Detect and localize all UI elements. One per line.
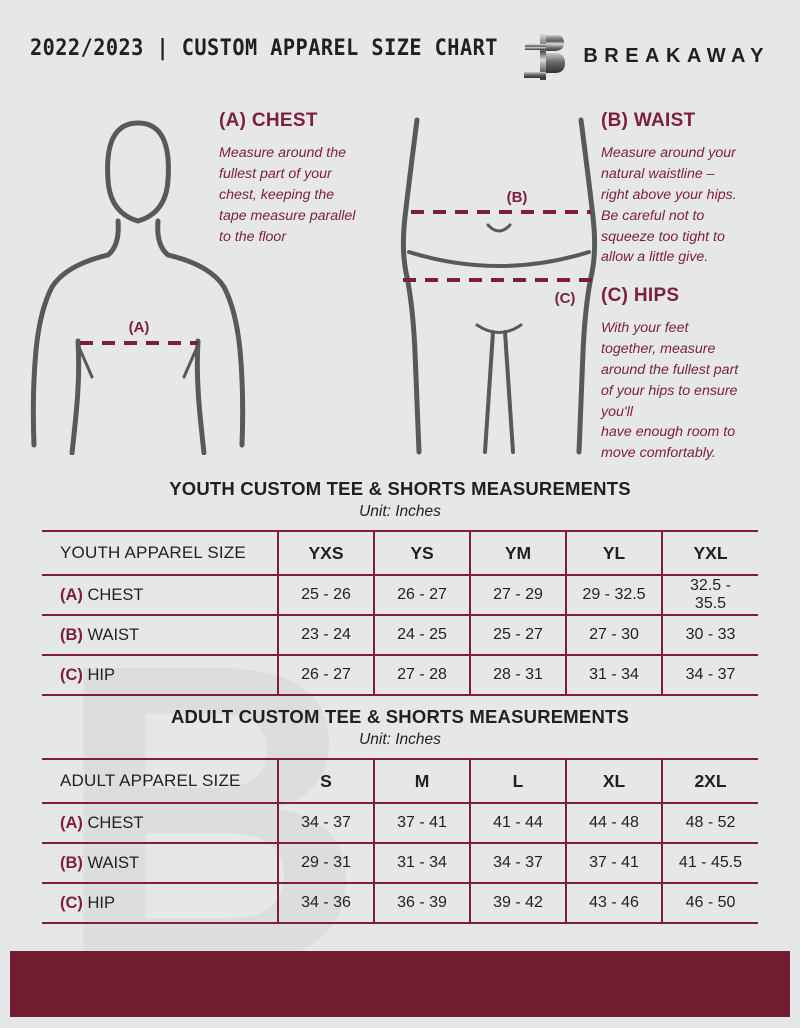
waist-marker-label: (B) (507, 189, 528, 206)
table-row: (C) HIP 34 - 36 36 - 39 39 - 42 43 - 46 … (42, 882, 758, 924)
chest-marker-label: (A) (129, 319, 150, 336)
adult-row-label-waist: (B) WAIST (42, 842, 279, 884)
cell: 31 - 34 (374, 842, 471, 884)
youth-section-unit: Unit: Inches (359, 503, 441, 520)
adult-size-header-s: S (278, 758, 375, 804)
table-header-row: ADULT APPAREL SIZE S M L XL 2XL (42, 758, 758, 804)
cell: 29 - 32.5 (566, 574, 663, 616)
note-hips-body: With your feet together, measure around … (601, 320, 739, 462)
note-waist-body: Measure around your natural waistline – … (601, 145, 737, 266)
row-tag: (C) (60, 893, 83, 912)
adult-size-header-xl: XL (566, 758, 663, 804)
adult-size-header-m: M (374, 758, 471, 804)
cell: 44 - 48 (566, 802, 663, 844)
youth-section-title: YOUTH CUSTOM TEE & SHORTS MEASUREMENTS (169, 478, 631, 499)
youth-size-header-yl: YL (566, 530, 663, 576)
cell: 28 - 31 (470, 654, 567, 696)
adult-row-label-chest: (A) CHEST (42, 802, 279, 844)
cell: 32.5 - 35.5 (662, 574, 758, 616)
adult-measurements-section: ADULT CUSTOM TEE & SHORTS MEASUREMENTS U… (42, 706, 758, 924)
cell: 26 - 27 (374, 574, 471, 616)
youth-measurements-section: YOUTH CUSTOM TEE & SHORTS MEASUREMENTS U… (42, 478, 758, 696)
brand-name: BREAKAWAY (583, 44, 770, 67)
row-name: CHEST (87, 813, 144, 832)
cell: 34 - 37 (470, 842, 567, 884)
footer-bar (10, 951, 790, 1017)
row-tag: (B) (60, 625, 83, 644)
table-row: (B) WAIST 29 - 31 31 - 34 34 - 37 37 - 4… (42, 842, 758, 884)
cell: 34 - 36 (278, 882, 375, 924)
cell: 41 - 45.5 (662, 842, 758, 884)
cell: 34 - 37 (662, 654, 758, 696)
note-chest-body: Measure around the fullest part of your … (219, 145, 356, 245)
cell: 41 - 44 (470, 802, 567, 844)
table-header-row: YOUTH APPAREL SIZE YXS YS YM YL YXL (42, 530, 758, 576)
note-hips: (C) HIPS With your feet together, measur… (601, 285, 779, 464)
cell: 25 - 27 (470, 614, 567, 656)
row-name: HIP (87, 665, 116, 684)
cell: 27 - 30 (566, 614, 663, 656)
cell: 39 - 42 (470, 882, 567, 924)
adult-header-label: ADULT APPAREL SIZE (42, 758, 279, 804)
cell: 26 - 27 (278, 654, 375, 696)
breakaway-b-monogram-icon (524, 32, 566, 80)
note-hips-title: (C) HIPS (601, 285, 680, 306)
note-waist-title: (B) WAIST (601, 110, 696, 131)
table-row: (C) HIP 26 - 27 27 - 28 28 - 31 31 - 34 … (42, 654, 758, 696)
adult-row-label-hip: (C) HIP (42, 882, 279, 924)
cell: 31 - 34 (566, 654, 663, 696)
row-tag: (B) (60, 853, 83, 872)
row-name: CHEST (87, 585, 144, 604)
row-name: WAIST (87, 853, 140, 872)
cell: 23 - 24 (278, 614, 375, 656)
cell: 30 - 33 (662, 614, 758, 656)
cell: 25 - 26 (278, 574, 375, 616)
youth-row-label-chest: (A) CHEST (42, 574, 279, 616)
row-tag: (A) (60, 813, 83, 832)
cell: 37 - 41 (566, 842, 663, 884)
cell: 43 - 46 (566, 882, 663, 924)
adult-section-title: ADULT CUSTOM TEE & SHORTS MEASUREMENTS (170, 706, 630, 727)
cell: 37 - 41 (374, 802, 471, 844)
lower-body-hips-figure: (B) (C) (400, 117, 598, 455)
adult-size-header-2xl: 2XL (662, 758, 758, 804)
youth-row-label-waist: (B) WAIST (42, 614, 279, 656)
cell: 34 - 37 (278, 802, 375, 844)
cell: 24 - 25 (374, 614, 471, 656)
page-header: 2022/2023 | CUSTOM APPAREL SIZE CHART (0, 30, 800, 80)
adult-size-header-l: L (470, 758, 567, 804)
row-name: WAIST (87, 625, 140, 644)
page-title: 2022/2023 | CUSTOM APPAREL SIZE CHART (30, 36, 498, 61)
cell: 27 - 28 (374, 654, 471, 696)
cell: 46 - 50 (662, 882, 758, 924)
cell: 27 - 29 (470, 574, 567, 616)
table-row: (B) WAIST 23 - 24 24 - 25 25 - 27 27 - 3… (42, 614, 758, 656)
row-tag: (C) (60, 665, 83, 684)
youth-header-label: YOUTH APPAREL SIZE (42, 530, 279, 576)
row-name: HIP (87, 893, 116, 912)
brand-lockup: BREAKAWAY (523, 30, 770, 82)
youth-size-header-ys: YS (374, 530, 471, 576)
youth-size-header-ym: YM (470, 530, 567, 576)
table-row: (A) CHEST 34 - 37 37 - 41 41 - 44 44 - 4… (42, 802, 758, 844)
cell: 29 - 31 (278, 842, 375, 884)
note-waist: (B) WAIST Measure around your natural wa… (601, 110, 779, 268)
adult-size-table: ADULT APPAREL SIZE S M L XL 2XL (A) CHES… (42, 758, 758, 924)
cell: 36 - 39 (374, 882, 471, 924)
hip-marker-label: (C) (555, 290, 576, 307)
youth-row-label-hip: (C) HIP (42, 654, 279, 696)
youth-size-header-yxs: YXS (278, 530, 375, 576)
table-row: (A) CHEST 25 - 26 26 - 27 27 - 29 29 - 3… (42, 574, 758, 616)
youth-size-header-yxl: YXL (662, 530, 758, 576)
note-chest: (A) CHEST Measure around the fullest par… (219, 110, 399, 247)
adult-section-unit: Unit: Inches (359, 731, 441, 748)
note-chest-title: (A) CHEST (219, 110, 318, 131)
upper-body-torso-figure: (A) (30, 120, 246, 455)
cell: 48 - 52 (662, 802, 758, 844)
youth-size-table: YOUTH APPAREL SIZE YXS YS YM YL YXL (A) … (42, 530, 758, 696)
row-tag: (A) (60, 585, 83, 604)
